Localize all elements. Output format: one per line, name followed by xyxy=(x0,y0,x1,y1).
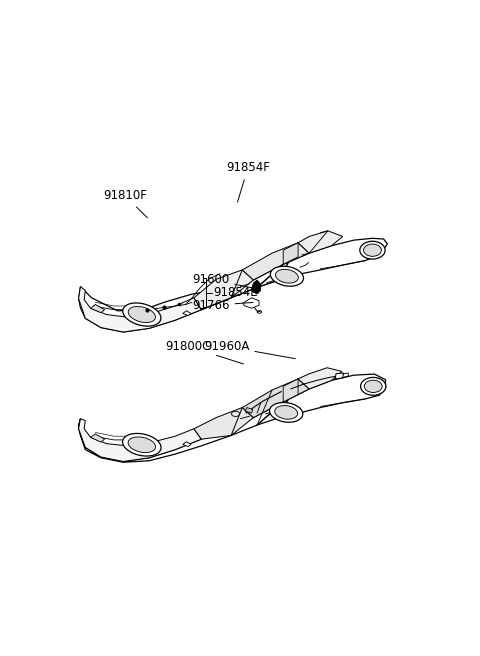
Polygon shape xyxy=(245,407,252,413)
Polygon shape xyxy=(79,419,202,461)
Polygon shape xyxy=(79,238,387,332)
Ellipse shape xyxy=(128,306,156,323)
Polygon shape xyxy=(243,298,259,308)
Ellipse shape xyxy=(360,377,386,396)
Ellipse shape xyxy=(364,380,382,392)
Polygon shape xyxy=(242,243,309,280)
Text: 91960A: 91960A xyxy=(204,340,295,359)
Text: 91800C: 91800C xyxy=(166,340,243,364)
Polygon shape xyxy=(194,270,253,310)
Ellipse shape xyxy=(270,266,303,286)
Polygon shape xyxy=(298,231,343,253)
Ellipse shape xyxy=(270,403,303,422)
Polygon shape xyxy=(91,434,105,442)
Text: 91854F: 91854F xyxy=(226,161,270,202)
Ellipse shape xyxy=(123,303,161,326)
Ellipse shape xyxy=(276,270,299,283)
Ellipse shape xyxy=(128,437,156,453)
Polygon shape xyxy=(335,373,344,379)
Polygon shape xyxy=(252,280,261,294)
Polygon shape xyxy=(283,379,298,402)
Polygon shape xyxy=(298,368,342,389)
Text: 91854E: 91854E xyxy=(213,285,257,298)
Text: 91600: 91600 xyxy=(192,273,252,288)
Ellipse shape xyxy=(122,434,161,456)
Polygon shape xyxy=(242,379,309,418)
Polygon shape xyxy=(79,287,202,332)
Text: 91766: 91766 xyxy=(192,299,253,312)
Polygon shape xyxy=(194,407,253,439)
Ellipse shape xyxy=(363,244,382,256)
Polygon shape xyxy=(283,243,298,264)
Ellipse shape xyxy=(257,311,262,313)
Text: 91810F: 91810F xyxy=(103,189,147,218)
Ellipse shape xyxy=(275,405,298,419)
Polygon shape xyxy=(183,311,191,316)
Polygon shape xyxy=(91,304,105,313)
Polygon shape xyxy=(183,441,191,447)
Ellipse shape xyxy=(360,241,385,259)
Polygon shape xyxy=(79,374,385,462)
